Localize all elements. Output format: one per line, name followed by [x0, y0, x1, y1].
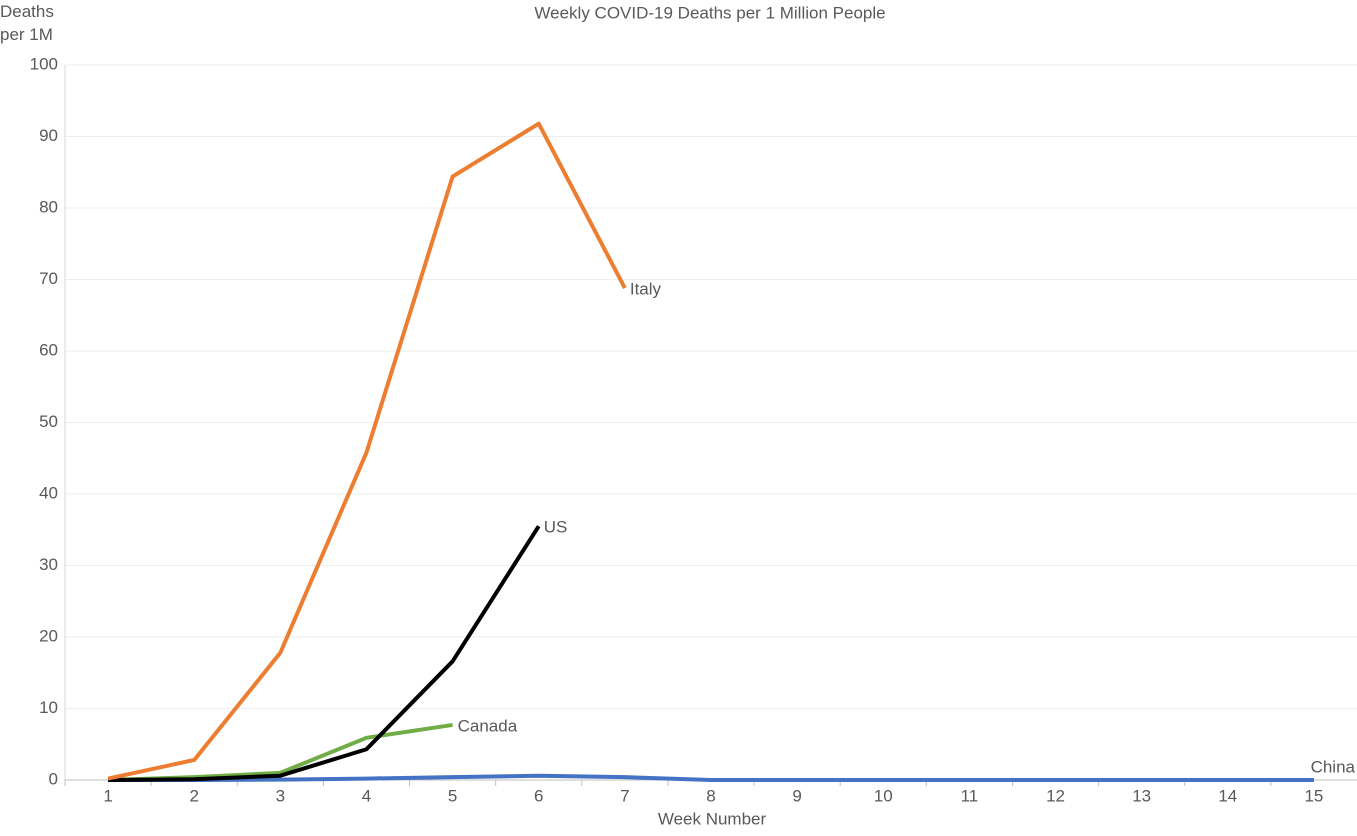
- series-line: [108, 773, 1314, 782]
- x-tick-label: 10: [874, 786, 893, 805]
- x-tick-label: 13: [1132, 786, 1151, 805]
- x-tick-label: 1: [103, 786, 112, 805]
- series-label: Italy: [630, 280, 662, 299]
- x-tick-label: 5: [448, 786, 457, 805]
- y-tick-label: 20: [39, 626, 58, 645]
- y-tick-label: 50: [39, 412, 58, 431]
- x-tick-label: 12: [1046, 786, 1065, 805]
- x-tick-label: 7: [620, 786, 629, 805]
- y-tick-label: 30: [39, 555, 58, 574]
- y-axis-label: Deaths per 1M: [0, 2, 54, 44]
- y-tick-label: 70: [39, 269, 58, 288]
- y-tick-label: 80: [39, 197, 58, 216]
- x-tick-label: 14: [1218, 786, 1237, 805]
- x-tick-label: 4: [362, 786, 371, 805]
- series-line: [107, 121, 627, 781]
- y-tick-label: 90: [39, 126, 58, 145]
- y-tick-label: 10: [39, 698, 58, 717]
- y-tick-label: 40: [39, 483, 58, 502]
- series-label: Canada: [458, 716, 518, 735]
- series-line: [108, 525, 541, 782]
- series-label: China: [1311, 757, 1356, 776]
- x-tick-label: 9: [792, 786, 801, 805]
- y-tick-label: 60: [39, 340, 58, 359]
- y-tick-label: 100: [30, 54, 58, 73]
- x-tick-label: 3: [276, 786, 285, 805]
- x-tick-label: 2: [189, 786, 198, 805]
- x-tick-label: 8: [706, 786, 715, 805]
- x-axis-label: Week Number: [658, 809, 767, 828]
- y-tick-label: 0: [49, 769, 58, 788]
- x-tick-label: 6: [534, 786, 543, 805]
- chart-title: Weekly COVID-19 Deaths per 1 Million Peo…: [534, 3, 885, 22]
- x-tick-label: 11: [961, 786, 979, 805]
- series-label: US: [544, 518, 568, 537]
- series-line: [108, 722, 453, 782]
- x-tick-label: 15: [1304, 786, 1323, 805]
